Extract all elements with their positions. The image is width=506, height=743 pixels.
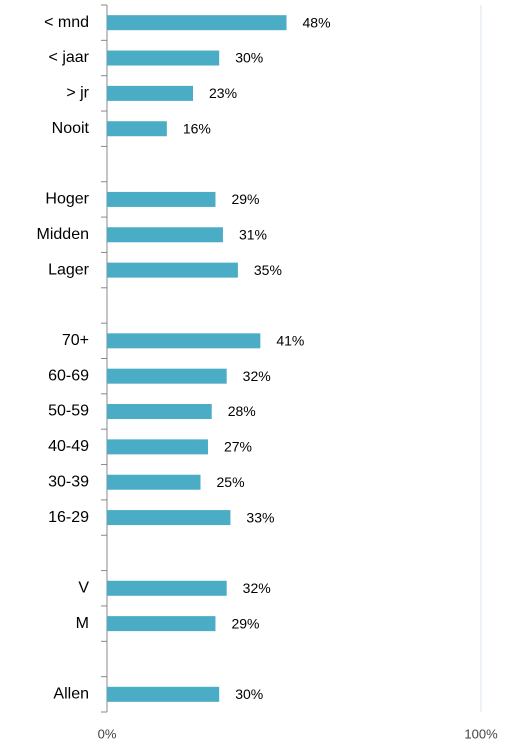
- bar: [107, 368, 227, 384]
- y-tick-label: M: [76, 615, 89, 632]
- y-tick-label: Allen: [53, 686, 89, 703]
- y-tick-label: Midden: [37, 226, 89, 243]
- y-tick-label: 60-69: [48, 367, 89, 384]
- bar: [107, 121, 167, 137]
- bar: [107, 191, 216, 207]
- value-label: 30%: [235, 686, 263, 702]
- bar: [107, 404, 212, 420]
- y-tick-label: Nooit: [52, 120, 90, 137]
- bar: [107, 15, 287, 31]
- y-tick-label: Hoger: [45, 191, 89, 208]
- y-tick-label: Lager: [48, 261, 90, 278]
- value-label: 25%: [217, 474, 245, 490]
- y-tick-label: V: [78, 579, 89, 596]
- bar: [107, 85, 194, 101]
- bar: [107, 686, 220, 702]
- value-label: 32%: [243, 368, 271, 384]
- bar: [107, 580, 227, 596]
- value-label: 28%: [228, 403, 256, 419]
- bar: [107, 262, 238, 278]
- value-label: 30%: [235, 50, 263, 66]
- value-label: 33%: [246, 509, 274, 525]
- bar: [107, 439, 208, 455]
- value-label: 23%: [209, 85, 237, 101]
- bar: [107, 50, 220, 66]
- x-tick-label: 0%: [98, 726, 117, 741]
- bar: [107, 510, 231, 526]
- y-tick-label: 40-49: [48, 438, 89, 455]
- bar: [107, 333, 261, 349]
- bar: [107, 227, 223, 243]
- y-tick-label: > jr: [66, 85, 89, 102]
- y-tick-label: 16-29: [48, 509, 89, 526]
- value-label: 35%: [254, 262, 282, 278]
- value-label: 27%: [224, 439, 252, 455]
- value-label: 29%: [231, 191, 259, 207]
- value-label: 41%: [276, 333, 304, 349]
- x-tick-label: 100%: [464, 726, 498, 741]
- y-tick-label: < mnd: [44, 14, 89, 31]
- y-tick-label: 70+: [62, 332, 89, 349]
- value-label: 48%: [303, 14, 331, 30]
- bar: [107, 616, 216, 632]
- y-tick-label: 50-59: [48, 403, 89, 420]
- y-tick-label: 30-39: [48, 473, 89, 490]
- y-tick-label: < jaar: [49, 49, 90, 66]
- value-label: 16%: [183, 120, 211, 136]
- value-label: 31%: [239, 226, 267, 242]
- bar: [107, 474, 201, 490]
- value-label: 32%: [243, 580, 271, 596]
- value-label: 29%: [231, 615, 259, 631]
